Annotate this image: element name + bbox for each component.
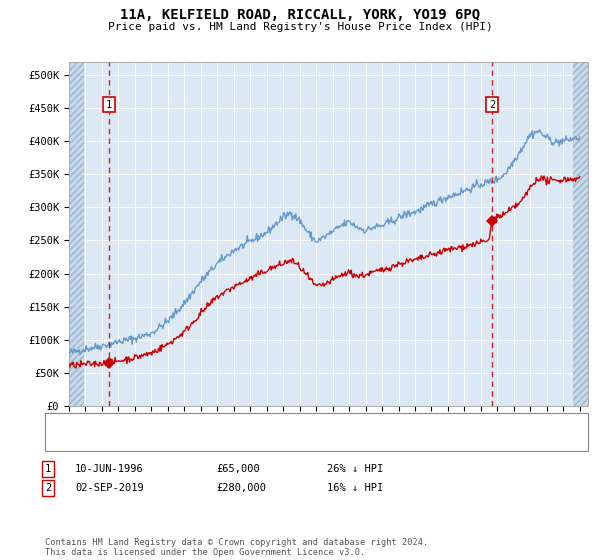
Polygon shape (573, 62, 588, 406)
Text: 1: 1 (45, 464, 51, 474)
Text: 1: 1 (106, 100, 112, 110)
Text: 16% ↓ HPI: 16% ↓ HPI (327, 483, 383, 493)
Polygon shape (69, 62, 84, 406)
Text: —: — (54, 416, 63, 431)
Text: 11A, KELFIELD ROAD, RICCALL, YORK, YO19 6PQ (detached house): 11A, KELFIELD ROAD, RICCALL, YORK, YO19 … (81, 418, 456, 428)
Text: Contains HM Land Registry data © Crown copyright and database right 2024.
This d: Contains HM Land Registry data © Crown c… (45, 538, 428, 557)
Text: 2: 2 (489, 100, 495, 110)
Text: HPI: Average price, detached house, North Yorkshire: HPI: Average price, detached house, Nort… (81, 436, 400, 446)
Text: 11A, KELFIELD ROAD, RICCALL, YORK, YO19 6PQ: 11A, KELFIELD ROAD, RICCALL, YORK, YO19 … (120, 8, 480, 22)
Text: £65,000: £65,000 (216, 464, 260, 474)
Text: 2: 2 (45, 483, 51, 493)
Text: Price paid vs. HM Land Registry's House Price Index (HPI): Price paid vs. HM Land Registry's House … (107, 22, 493, 32)
Text: —: — (54, 434, 63, 449)
Text: £280,000: £280,000 (216, 483, 266, 493)
Text: 10-JUN-1996: 10-JUN-1996 (75, 464, 144, 474)
Text: 02-SEP-2019: 02-SEP-2019 (75, 483, 144, 493)
Text: 26% ↓ HPI: 26% ↓ HPI (327, 464, 383, 474)
